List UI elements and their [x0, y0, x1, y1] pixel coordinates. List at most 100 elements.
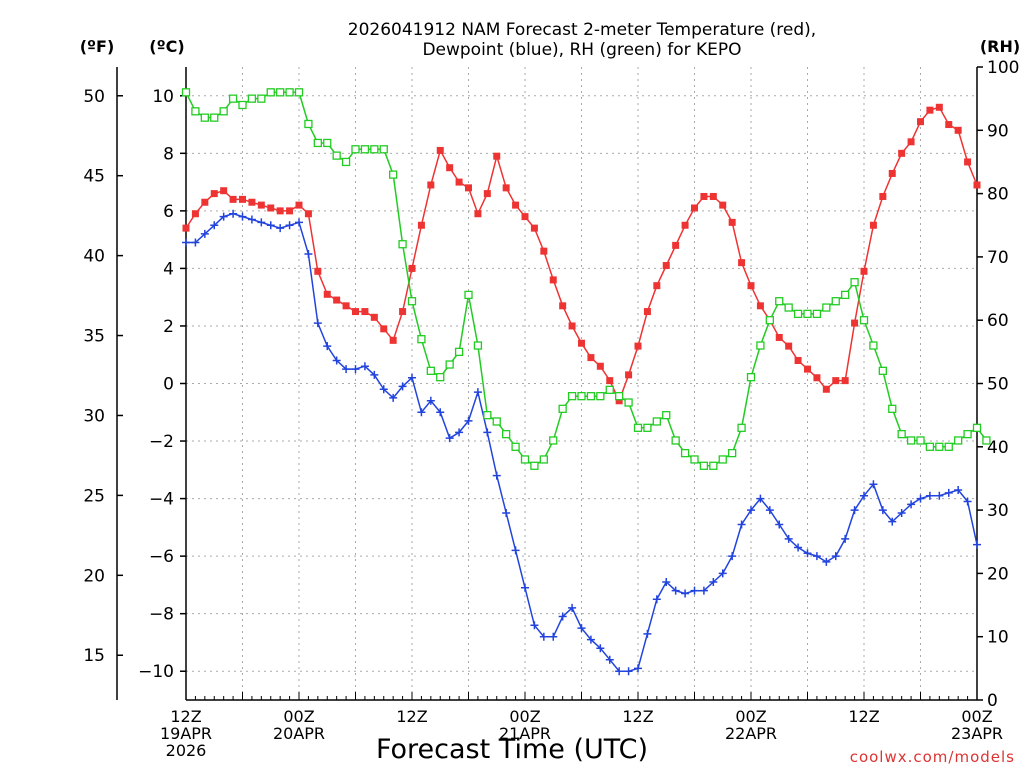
- temperature-point: [804, 365, 811, 373]
- chart-title-line-2: Dewpoint (blue), RH (green) for KEPO: [422, 40, 741, 60]
- time-tick-label: 19APR: [160, 724, 212, 743]
- dewpoint-point: [200, 229, 209, 238]
- dewpoint-point: [351, 365, 360, 374]
- rh-tick-label: 20: [987, 564, 1009, 584]
- dewpoint-point: [888, 517, 897, 526]
- dewpoint-point: [586, 635, 595, 644]
- rh-point: [436, 373, 445, 382]
- temperature-point: [436, 146, 444, 154]
- time-tick-label: 00Z: [509, 707, 540, 726]
- rh-point: [897, 429, 906, 439]
- rh-point: [709, 461, 718, 470]
- rh-point: [690, 455, 699, 464]
- time-tick-label: 00Z: [735, 707, 766, 726]
- temperature-point: [361, 308, 369, 316]
- rh-point: [492, 417, 501, 426]
- temperature-point: [907, 138, 915, 146]
- celsius-tick-label: −4: [149, 490, 174, 510]
- dewpoint-point: [492, 471, 501, 480]
- temperature-point: [380, 325, 388, 333]
- rh-line: [185, 91, 988, 467]
- rh-point: [351, 145, 360, 154]
- rh-point: [906, 436, 916, 445]
- rh-point: [643, 423, 652, 432]
- temperature-point: [945, 121, 953, 129]
- dewpoint-point: [690, 586, 699, 595]
- dewpoint-point: [944, 488, 953, 497]
- dewpoint-point: [624, 667, 633, 676]
- dewpoint-point: [379, 385, 388, 394]
- temperature-point: [568, 322, 576, 330]
- temperature-point: [512, 201, 520, 209]
- celsius-tick-label: 4: [163, 259, 174, 279]
- dewpoint-point: [643, 629, 652, 638]
- rh-point: [586, 392, 596, 401]
- rh-point: [313, 138, 322, 148]
- temperature-point: [408, 264, 416, 272]
- dewpoint-point: [596, 644, 605, 653]
- celsius-tick-label: −8: [149, 605, 174, 625]
- dewpoint-point: [775, 520, 784, 529]
- temperature-point: [182, 224, 190, 232]
- rh-point: [841, 290, 850, 300]
- time-tick-label: 00Z: [961, 707, 992, 726]
- rh-point: [558, 404, 567, 413]
- temperature-point: [700, 192, 708, 200]
- dewpoint-point: [699, 586, 708, 595]
- dewpoint-point: [822, 557, 831, 566]
- rh-point: [181, 88, 191, 97]
- rh-tick-label: 90: [987, 121, 1009, 141]
- temperature-point: [587, 354, 595, 362]
- dewpoint-point: [389, 393, 398, 402]
- rh-point: [793, 309, 803, 319]
- rh-point: [210, 113, 219, 122]
- dewpoint-point: [765, 506, 774, 515]
- rh-point: [304, 119, 313, 129]
- rh-point: [520, 455, 530, 464]
- temperature-point: [446, 164, 454, 172]
- temperature-point: [973, 181, 981, 189]
- temperature-point: [794, 356, 802, 364]
- dewpoint-point: [276, 224, 285, 233]
- dewpoint-point: [455, 428, 464, 437]
- rh-point: [925, 442, 935, 451]
- rh-point: [888, 404, 897, 413]
- dewpoint-point: [954, 485, 963, 494]
- dewpoint-point: [841, 534, 850, 543]
- dewpoint-point: [313, 319, 322, 328]
- rh-point: [718, 455, 727, 464]
- fahrenheit-tick-label: 45: [83, 167, 105, 187]
- temperature-point: [851, 319, 859, 327]
- rh-tick-label: 10: [987, 628, 1009, 648]
- credit-text: coolwx.com/models: [850, 748, 1015, 766]
- rh-point: [831, 297, 840, 306]
- temperature-point: [201, 198, 209, 206]
- time-tick-label: 22APR: [725, 724, 777, 743]
- fahrenheit-tick-label: 50: [83, 87, 105, 107]
- rh-tick-label: 40: [987, 438, 1009, 458]
- dewpoint-point: [182, 238, 190, 247]
- fahrenheit-tick-label: 40: [83, 247, 105, 267]
- temperature-point: [606, 377, 614, 385]
- temperature-point: [399, 308, 407, 316]
- temperature-point: [662, 262, 670, 270]
- rh-point: [370, 145, 379, 154]
- celsius-tick-label: 8: [163, 144, 174, 164]
- dewpoint-point: [360, 362, 369, 371]
- time-tick-label: 2026: [166, 741, 207, 760]
- rh-point: [869, 341, 878, 350]
- dewpoint-point: [605, 655, 614, 664]
- fahrenheit-tick-label: 20: [83, 566, 105, 586]
- dewpoint-point: [718, 569, 727, 578]
- dewpoint-point: [304, 250, 313, 259]
- rh-point: [737, 423, 746, 432]
- temperature-point: [342, 302, 350, 310]
- temperature-point: [502, 184, 510, 192]
- fahrenheit-tick-label: 35: [83, 327, 105, 347]
- rh-unit-label: (RH): [980, 37, 1020, 56]
- celsius-unit-label: (ºC): [149, 37, 184, 56]
- dewpoint-point: [370, 370, 379, 379]
- rh-point: [859, 316, 869, 325]
- dewpoint-point: [737, 520, 746, 529]
- fahrenheit-tick-label: 30: [83, 406, 105, 426]
